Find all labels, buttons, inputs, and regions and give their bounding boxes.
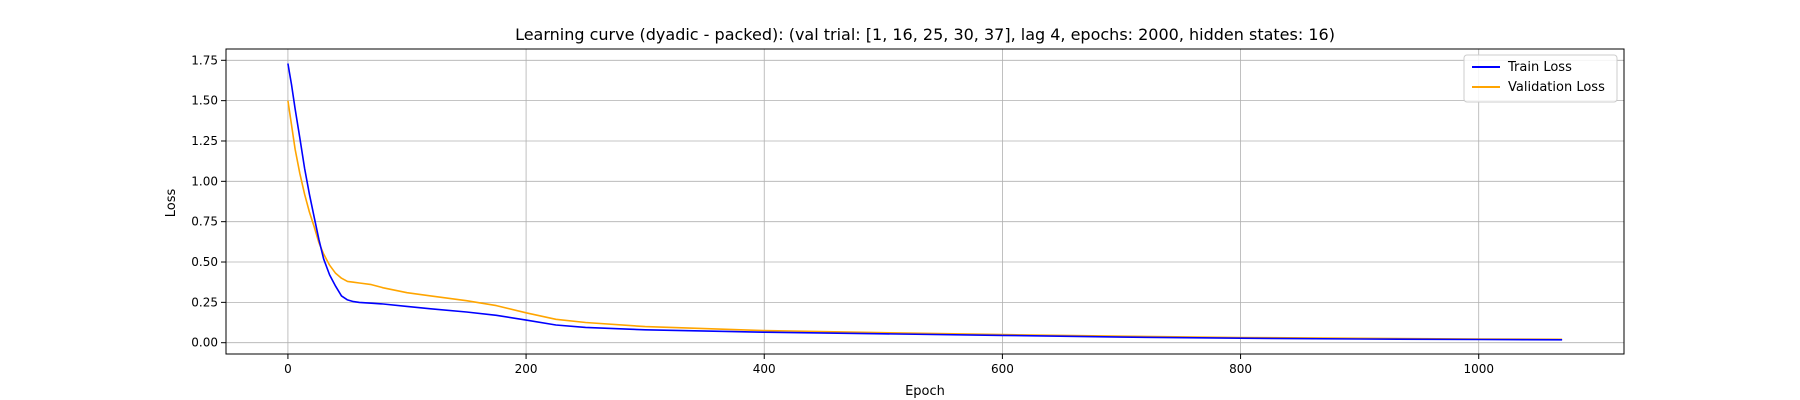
ticks: 0 200 400 600 800 1000 0.00 0.25 0.50 0.75 1.00 1.2…: [191, 53, 1494, 376]
y-axis-label: Loss: [164, 189, 179, 218]
x-tick-label: 400: [753, 362, 776, 376]
y-tick-label: 0.00: [191, 336, 218, 350]
legend-box: [1463, 54, 1618, 103]
x-tick-label: 800: [1229, 362, 1252, 376]
series-layer: [287, 63, 1563, 341]
x-tick-label: 600: [991, 362, 1014, 376]
chart-title: Learning curve (dyadic - packed): (val t…: [515, 25, 1335, 44]
x-tick-label: 0: [284, 362, 292, 376]
series-line-validation-loss: [287, 100, 1563, 341]
x-axis-label: Epoch: [905, 384, 945, 399]
grid: [226, 49, 1624, 354]
y-tick-label: 1.75: [191, 53, 218, 67]
y-tick-label: 0.25: [191, 295, 218, 309]
x-tick-label: 200: [515, 362, 538, 376]
legend-label-validation-loss: Validation Loss: [1508, 80, 1605, 95]
y-tick-label: 0.75: [191, 215, 218, 229]
y-tick-label: 1.50: [191, 94, 218, 108]
series-line-train-loss: [287, 63, 1563, 341]
y-tick-label: 1.00: [191, 174, 218, 188]
plot-frame: [225, 48, 1625, 355]
y-tick-label: 1.25: [191, 134, 218, 148]
x-tick-label: 1000: [1463, 362, 1494, 376]
y-tick-label: 0.50: [191, 255, 218, 269]
legend: Train Loss Validation Loss: [1463, 54, 1618, 103]
legend-label-train-loss: Train Loss: [1507, 60, 1572, 75]
